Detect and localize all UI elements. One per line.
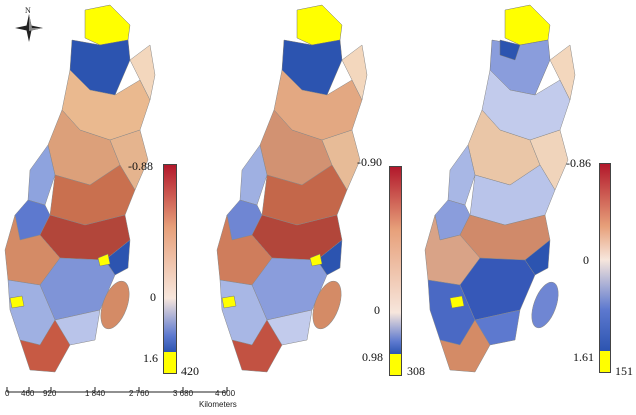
compass-icon: N [15, 6, 43, 42]
legend-2-zero: 0 [374, 303, 380, 317]
legend-1-bottom: 1.6 [143, 351, 158, 365]
scale-tick-1: 460 [21, 389, 35, 398]
scale-tick-3: 1 840 [85, 389, 106, 398]
legend-2-bottom: 0.98 [362, 350, 383, 364]
scale-bar: 0 460 920 1 840 2 760 3 680 4 600 Kilome… [5, 378, 237, 412]
scale-tick-6: 4 600 [215, 389, 236, 398]
map-1 [4, 4, 156, 373]
legend-3-zero: 0 [583, 253, 589, 267]
scale-unit: Kilometers [199, 400, 237, 409]
legend-3-bottom: 1.61 [573, 350, 594, 364]
legend-3-top: -0.86 [566, 156, 591, 170]
map-3 [424, 4, 576, 373]
scale-bar-graphic [6, 387, 228, 393]
legend-bar-1 [163, 164, 177, 374]
scale-tick-2: 920 [43, 389, 57, 398]
legend-bar-2 [389, 166, 402, 376]
scale-tick-0: 0 [5, 389, 10, 398]
legend-2-top: -0.90 [357, 155, 382, 169]
legend-2-count: 308 [407, 364, 425, 378]
scale-tick-4: 2 760 [129, 389, 150, 398]
map-2 [216, 4, 368, 373]
sweden-shape-2 [216, 4, 368, 373]
legend-3-count: 151 [615, 364, 633, 378]
north-label: N [25, 6, 31, 15]
north-arrow: N [12, 6, 46, 46]
scale-tick-5: 3 680 [173, 389, 194, 398]
legend-1-zero: 0 [150, 290, 156, 304]
legend-1-top: -0.88 [128, 159, 153, 173]
sweden-shape-1 [4, 4, 156, 373]
legend-1-count: 420 [181, 364, 199, 378]
sweden-shape-3 [424, 4, 576, 373]
legend-bar-3 [599, 163, 611, 373]
